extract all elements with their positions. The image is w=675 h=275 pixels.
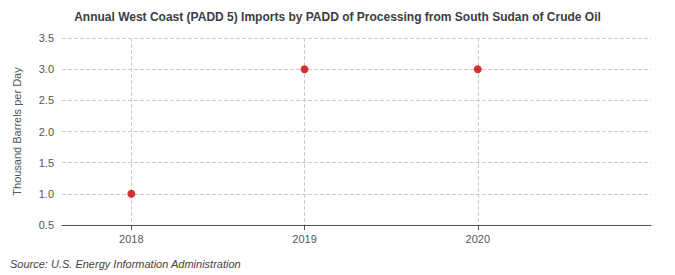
svg-text:2018: 2018 bbox=[119, 233, 143, 245]
svg-text:2.5: 2.5 bbox=[39, 94, 54, 106]
svg-text:2020: 2020 bbox=[466, 233, 490, 245]
svg-text:1.0: 1.0 bbox=[39, 188, 54, 200]
svg-text:3.5: 3.5 bbox=[39, 32, 54, 44]
svg-text:2.0: 2.0 bbox=[39, 126, 54, 138]
svg-text:3.0: 3.0 bbox=[39, 63, 54, 75]
svg-text:0.5: 0.5 bbox=[39, 219, 54, 231]
svg-text:Thousand Barrels per Day: Thousand Barrels per Day bbox=[11, 67, 23, 196]
svg-text:1.5: 1.5 bbox=[39, 157, 54, 169]
svg-text:2019: 2019 bbox=[292, 233, 316, 245]
svg-text:Source: U.S. Energy Informatio: Source: U.S. Energy Information Administ… bbox=[10, 258, 241, 270]
svg-text:Annual West Coast (PADD 5) Imp: Annual West Coast (PADD 5) Imports by PA… bbox=[74, 10, 601, 24]
